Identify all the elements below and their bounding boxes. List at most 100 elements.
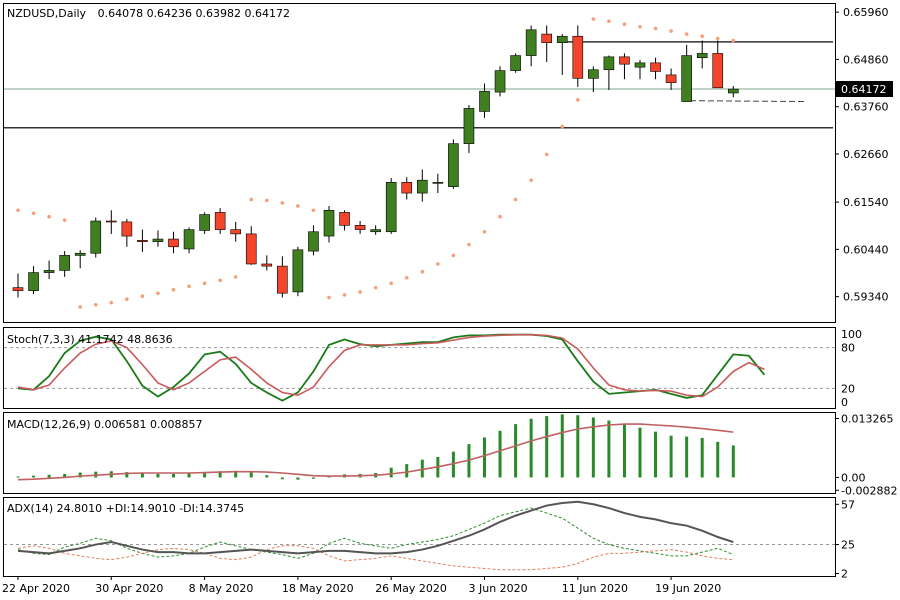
bull-candle: [479, 90, 490, 112]
macd-histogram-bar: [576, 415, 580, 478]
sar-dot: [420, 269, 425, 274]
macd-histogram-bar: [203, 472, 207, 478]
macd-signal-line: [17, 423, 734, 481]
macd-histogram-bar: [78, 472, 82, 478]
bull-candle: [494, 70, 506, 93]
bull-candle: [90, 220, 102, 254]
plus-di-line: [17, 507, 734, 559]
sar-dot: [653, 26, 658, 31]
price-tick-label: 0.61540: [843, 196, 889, 209]
bull-candle: [416, 179, 428, 194]
stoch-label: Stoch(7,3,3) 41.1742 48.8636: [7, 333, 173, 346]
macd-panel-frame: [3, 412, 836, 494]
sar-dot: [700, 34, 704, 39]
sar-dot: [296, 204, 300, 208]
bear-candle: [121, 221, 133, 237]
macd-histogram-bar: [140, 473, 144, 478]
macd-tick-label: -0.002882: [841, 484, 897, 497]
sar-dot: [358, 290, 362, 294]
sar-dot: [233, 275, 238, 279]
macd-histogram-bar: [451, 451, 455, 478]
macd-tick-label: 0.013265: [841, 412, 894, 425]
price-tick-label: 0.59340: [843, 291, 889, 304]
macd-histogram-bar: [187, 473, 191, 478]
sar-dot: [684, 32, 689, 36]
macd-histogram-bar: [172, 473, 175, 478]
stoch-tick-label: 80: [841, 342, 855, 355]
bull-candle: [308, 231, 319, 252]
sar-dot: [187, 284, 191, 289]
ohlc-values: 0.64078 0.64236 0.63982 0.64172: [98, 7, 290, 20]
price-tick-label: 0.65960: [843, 6, 889, 19]
sar-dot: [622, 22, 627, 26]
stoch-signal-line: [17, 333, 765, 398]
sar-dot: [715, 36, 720, 41]
sar-dot: [31, 211, 36, 216]
macd-histogram-bar: [498, 430, 502, 478]
bear-candle: [277, 265, 288, 294]
date-tick-label: 11 Jun 2020: [562, 582, 628, 595]
current-price-label: 0.64172: [841, 83, 887, 96]
sar-dot: [265, 198, 269, 203]
macd-histogram-bar: [265, 475, 269, 478]
bear-candle: [230, 229, 241, 235]
bull-candle: [59, 255, 70, 271]
date-tick-label: 18 May 2020: [282, 582, 354, 595]
sar-dot: [16, 208, 20, 213]
sar-dot: [249, 197, 254, 202]
symbol-label: NZDUSD,Daily: [7, 7, 87, 20]
sar-dot: [529, 178, 533, 182]
bear-candle: [650, 62, 661, 72]
horizontal-levels: [4, 41, 833, 129]
bull-candle: [727, 88, 739, 94]
sar-dot: [607, 19, 611, 23]
sar-dot: [731, 38, 736, 43]
sar-dot: [482, 229, 487, 234]
bull-candle: [43, 270, 55, 273]
stoch-tick-label: 0: [841, 396, 848, 409]
bear-candle: [106, 220, 117, 223]
sar-dot: [544, 152, 549, 157]
macd-histogram-bar: [607, 420, 611, 478]
date-tick-label: 19 Jun 2020: [655, 582, 721, 595]
macd-histogram-bar: [63, 473, 67, 478]
date-tick-label: 8 May 2020: [189, 582, 254, 595]
macd-histogram-bar: [654, 431, 658, 478]
sar-dot: [638, 24, 642, 29]
bear-candle: [401, 182, 413, 194]
sar-dot: [109, 300, 114, 305]
sar-dot: [125, 297, 129, 302]
macd-histogram-bar: [125, 472, 129, 478]
macd-histogram-bar: [156, 473, 160, 478]
bear-candle: [712, 53, 724, 89]
sar-dot: [560, 124, 565, 129]
bull-candle: [292, 249, 304, 293]
date-tick-label: 26 May 2020: [375, 582, 447, 595]
sar-dot: [311, 208, 316, 213]
projection-dashed-line: [689, 100, 806, 103]
date-tick-label: 22 Apr 2020: [2, 582, 70, 595]
date-axis: 22 Apr 2020 30 Apr 2020 8 May 2020 18 May 2…: [2, 576, 721, 595]
macd-histogram-bar: [405, 464, 409, 478]
macd-histogram-bar: [280, 477, 284, 480]
bear-candle: [137, 240, 148, 242]
macd-histogram-bar: [560, 414, 564, 478]
sar-dot: [451, 253, 456, 258]
macd-indicator: 0.013265 0.00-0.002882: [16, 412, 897, 497]
macd-label: MACD(12,26,9) 0.006581 0.008857: [7, 418, 203, 431]
adx-line: [17, 500, 734, 555]
sar-dot: [280, 201, 285, 205]
macd-histogram-bar: [731, 445, 735, 478]
adx-label: ADX(14) 24.8010 +DI:14.9010 -DI:14.3745: [7, 502, 244, 515]
adx-tick-label: 25: [841, 539, 855, 552]
sar-dot: [78, 305, 82, 309]
sar-dot: [498, 214, 502, 219]
sar-dot: [62, 218, 67, 222]
sar-dot: [171, 287, 176, 292]
sar-dot: [373, 285, 378, 290]
macd-histogram-bar: [218, 471, 222, 478]
bull-candle: [525, 29, 537, 56]
macd-histogram-bar: [622, 424, 626, 478]
